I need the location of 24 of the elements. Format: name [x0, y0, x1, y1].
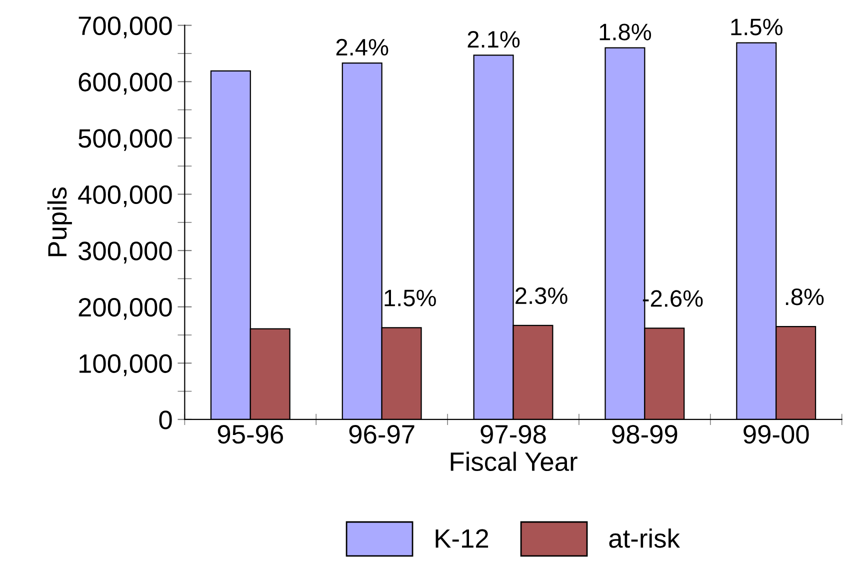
annotation: .8% — [786, 288, 824, 306]
y-axis-title: Pupils — [47, 187, 72, 256]
legend-label: at-risk — [609, 528, 680, 548]
y-tick-label: 500,000 — [78, 129, 172, 151]
annotation: 1.5% — [731, 18, 782, 36]
y-tick-label: 100,000 — [80, 354, 172, 376]
y-tick-label: 700,000 — [78, 16, 172, 38]
y-tick-label: 600,000 — [78, 72, 172, 95]
y-tick-label: 200,000 — [78, 298, 172, 320]
x-axis-title: Fiscal Year — [450, 452, 578, 472]
y-tick-label: 0 — [159, 410, 172, 430]
x-tick-label: 97-98 — [480, 424, 546, 444]
annotation: 2.3% — [516, 287, 568, 304]
x-tick-label: 96-97 — [349, 424, 414, 444]
annotation: 1.8% — [600, 24, 652, 40]
x-tick-label: 99-00 — [744, 424, 809, 444]
legend-label: K-12 — [436, 529, 488, 548]
annotation: 2.4% — [336, 38, 388, 56]
y-tick-label: 300,000 — [78, 242, 172, 264]
annotation: 1.5% — [384, 290, 436, 306]
x-tick-label: 95-96 — [218, 424, 283, 444]
y-tick-label: 400,000 — [78, 185, 172, 208]
annotation: 2.1% — [468, 31, 520, 48]
x-tick-label: 98-99 — [612, 424, 678, 444]
